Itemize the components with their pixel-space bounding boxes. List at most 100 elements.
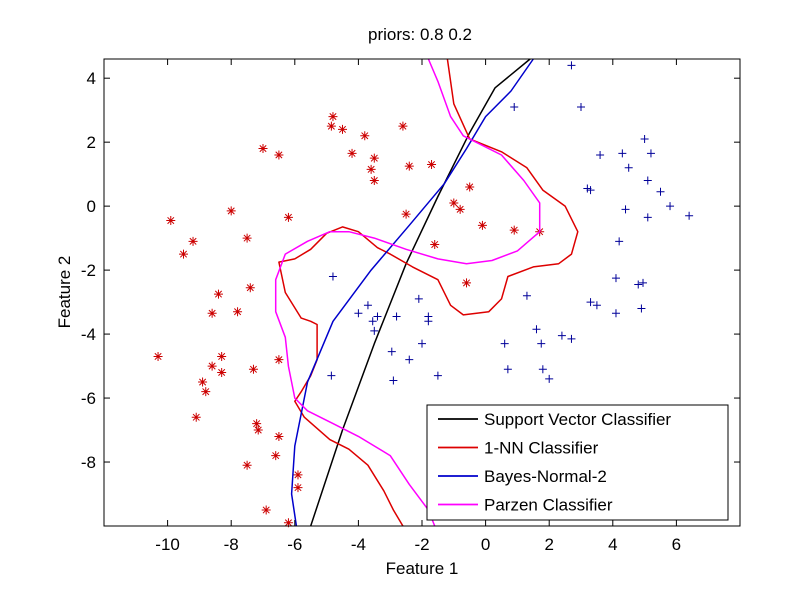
plus-marker (685, 211, 694, 220)
asterisk-marker (245, 283, 255, 293)
plus-marker (618, 149, 627, 158)
parzen-classifier-line (274, 58, 541, 527)
asterisk-marker (207, 308, 217, 318)
plus-marker (510, 102, 519, 111)
plus-marker (538, 365, 547, 374)
plus-marker (414, 294, 423, 303)
plus-marker (328, 272, 337, 281)
plus-marker (586, 298, 595, 307)
asterisk-marker (242, 460, 252, 470)
plus-marker (577, 102, 585, 111)
asterisk-marker (283, 518, 293, 528)
legend-label: Support Vector Classifier (484, 410, 671, 429)
asterisk-marker (213, 289, 223, 299)
plus-marker (611, 274, 620, 283)
plus-marker (433, 371, 442, 380)
asterisk-marker (207, 361, 217, 371)
plus-marker (621, 205, 630, 214)
legend-label: 1-NN Classifier (484, 439, 599, 458)
support-vector-classifier-line (309, 58, 531, 527)
y-tick-label: 4 (87, 69, 96, 88)
plus-marker (537, 339, 546, 348)
plus-marker (656, 187, 665, 196)
asterisk-marker (258, 144, 268, 154)
x-tick-label: -4 (351, 535, 366, 554)
plus-marker (368, 317, 377, 326)
asterisk-marker (274, 150, 284, 160)
asterisk-marker (398, 121, 408, 131)
legend-box (426, 404, 729, 521)
asterisk-marker (217, 351, 227, 361)
asterisk-marker (252, 419, 262, 429)
chart-title: priors: 0.8 0.2 (368, 25, 472, 44)
plus-marker (503, 365, 512, 374)
y-tick-label: -2 (81, 261, 96, 280)
asterisk-marker (226, 206, 236, 216)
plus-marker (557, 331, 566, 340)
plus-marker (596, 150, 605, 159)
asterisk-marker (201, 387, 211, 397)
plus-marker (643, 213, 652, 222)
asterisk-marker (427, 160, 437, 170)
plus-marker (586, 186, 595, 195)
y-tick-label: -6 (81, 389, 96, 408)
legend: Support Vector Classifier 1-NN Classifier… (426, 404, 729, 521)
asterisk-marker (293, 483, 303, 493)
asterisk-marker (198, 377, 208, 387)
plus-marker (500, 339, 509, 348)
y-tick-label: -4 (81, 325, 96, 344)
plus-marker (634, 280, 643, 289)
asterisk-marker (462, 278, 472, 288)
asterisk-marker (274, 431, 284, 441)
asterisk-marker (253, 425, 263, 435)
asterisk-marker (328, 112, 338, 122)
asterisk-marker (465, 182, 475, 192)
y-tick-label: -8 (81, 453, 96, 472)
asterisk-marker (477, 220, 487, 230)
x-tick-label: 2 (544, 535, 553, 554)
asterisk-marker (217, 367, 227, 377)
bayes-normal-2-line (290, 58, 534, 527)
asterisk-marker (338, 124, 347, 134)
asterisk-marker (369, 176, 379, 186)
asterisk-marker (153, 351, 163, 361)
plus-marker (567, 61, 576, 70)
plus-marker (643, 176, 652, 185)
x-tick-label: -10 (155, 535, 180, 554)
plus-marker (373, 312, 382, 321)
plus-marker (418, 339, 426, 348)
x-tick-label: 6 (672, 535, 681, 554)
plus-marker-series (327, 61, 694, 385)
plus-marker (615, 237, 624, 246)
asterisk-marker (293, 470, 303, 480)
plus-marker (327, 371, 336, 380)
asterisk-marker (360, 131, 370, 141)
x-axis-label: Feature 1 (386, 559, 459, 578)
legend-label: Parzen Classifier (484, 496, 613, 515)
asterisk-marker (283, 212, 293, 222)
plus-marker (392, 312, 401, 321)
plus-marker (567, 334, 576, 343)
x-tick-label: -8 (224, 535, 239, 554)
asterisk-marker (326, 121, 336, 131)
x-tick-label: 4 (608, 535, 617, 554)
asterisk-marker (347, 148, 357, 158)
plus-marker (363, 301, 372, 310)
y-tick-label: 2 (87, 133, 96, 152)
asterisk-marker (248, 364, 258, 374)
asterisk-marker (369, 153, 379, 163)
asterisk-marker (401, 209, 411, 219)
plus-marker (637, 304, 646, 313)
asterisk-marker-series (153, 112, 545, 528)
plus-marker (405, 355, 414, 364)
plus-marker (370, 326, 379, 335)
legend-label: Bayes-Normal-2 (484, 467, 607, 486)
axes-layer: -10 -8 -6 -4 -2 0 2 4 6 4 2 0 -2 -4 -6 -8 (81, 59, 740, 554)
asterisk-marker (509, 225, 519, 235)
plus-marker (639, 278, 648, 287)
plus-marker (640, 134, 649, 143)
asterisk-marker (191, 412, 201, 422)
asterisk-marker (271, 451, 281, 461)
plus-marker (583, 184, 592, 193)
